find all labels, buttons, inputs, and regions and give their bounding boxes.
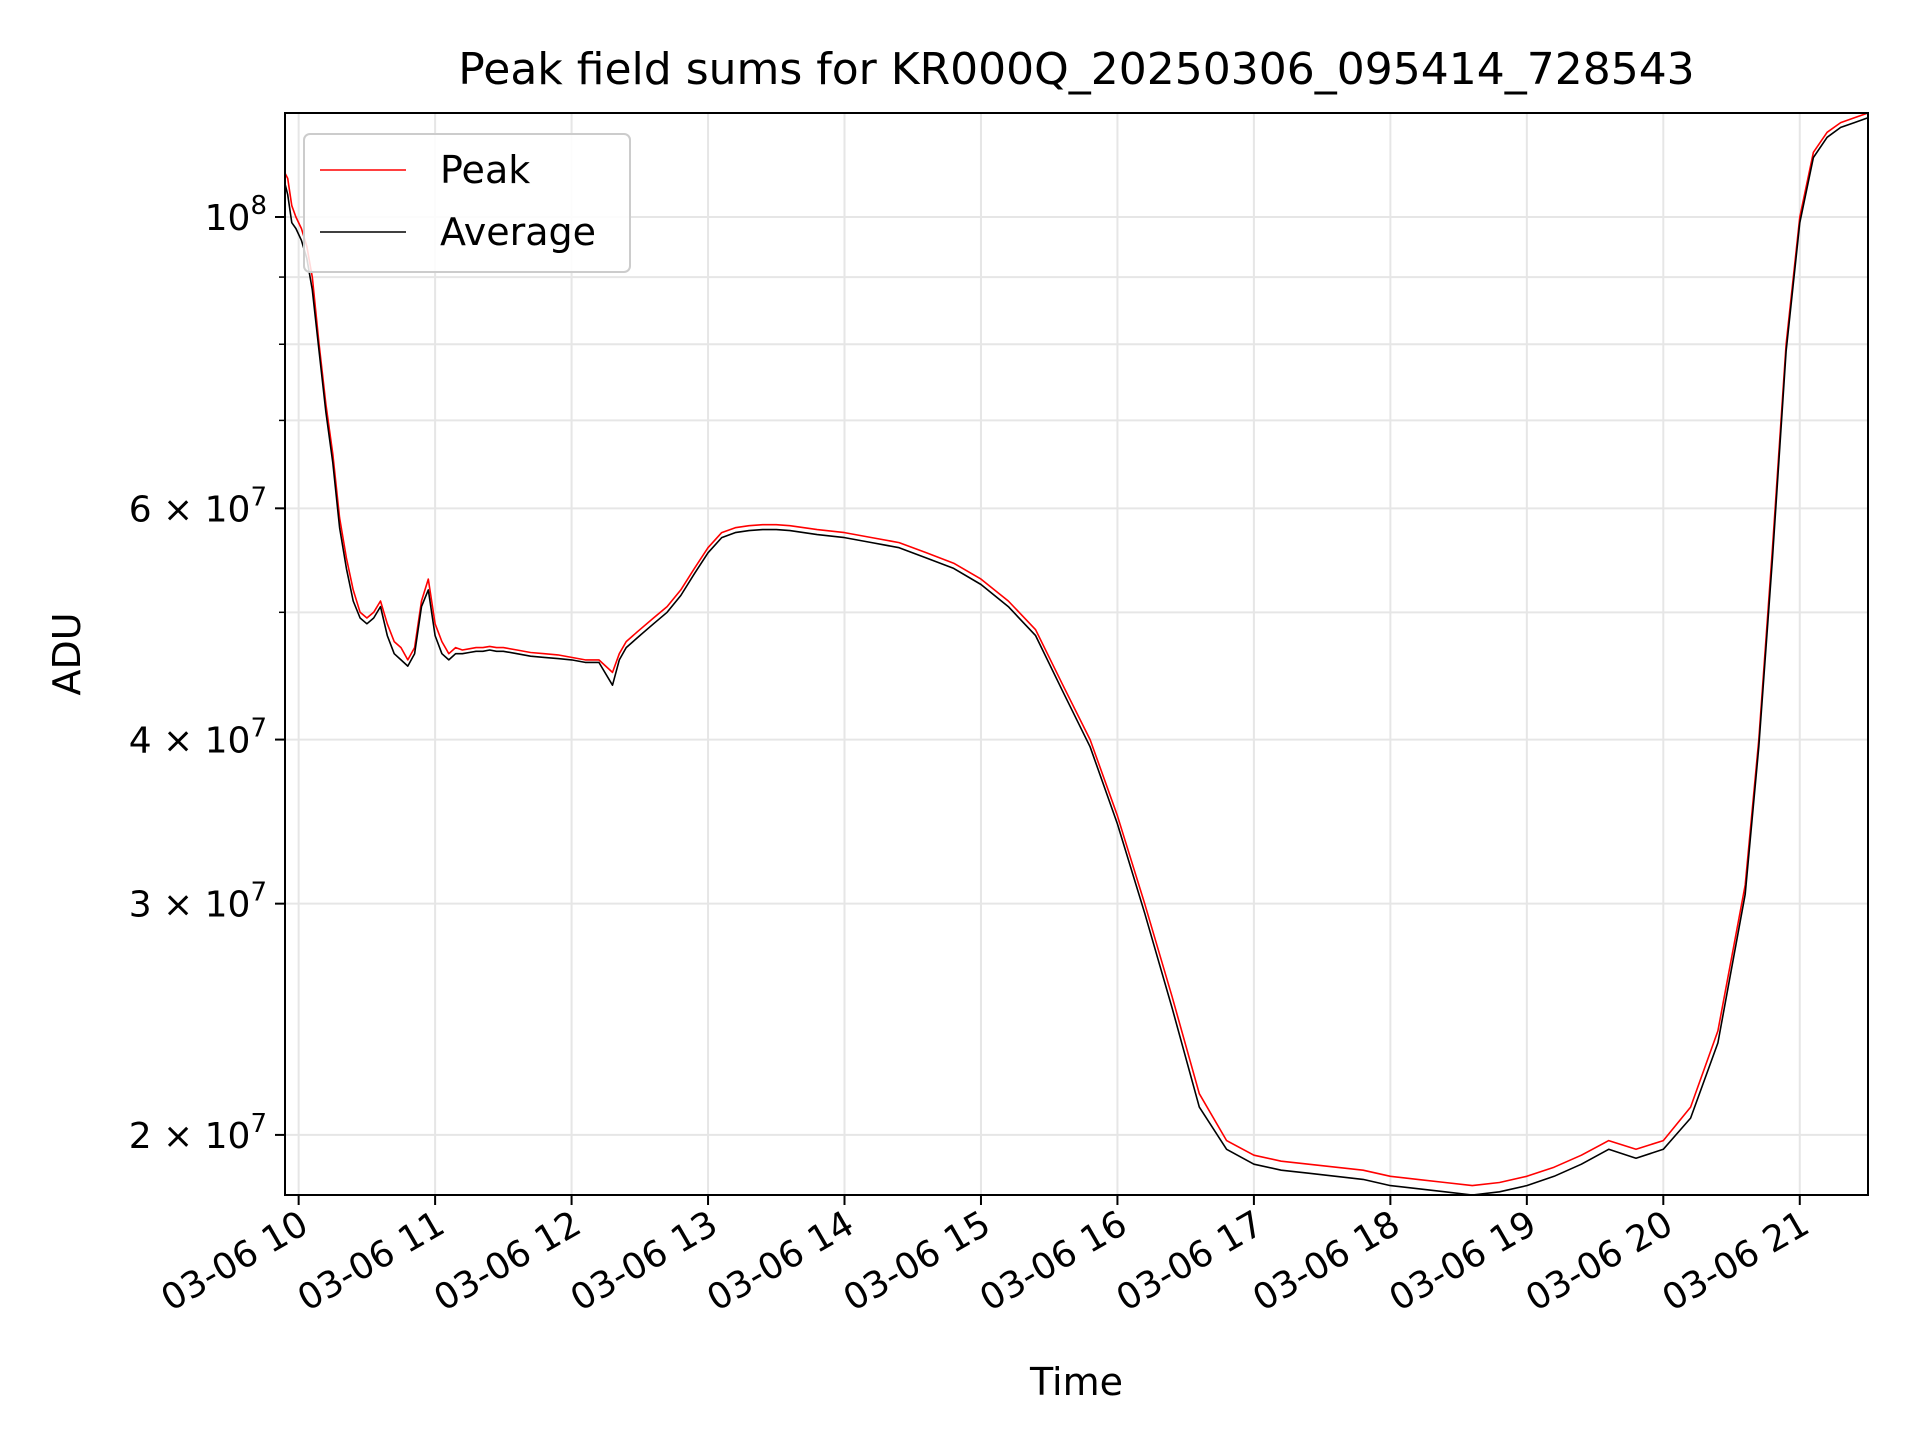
y-tick-label: 3 × 107: [129, 878, 267, 926]
legend: Peak Average: [303, 133, 631, 273]
y-tick-label: 6 × 107: [129, 482, 267, 530]
y-tick-label: 4 × 107: [129, 714, 267, 762]
series-group: [284, 112, 1869, 1196]
series-line-peak: [284, 112, 1869, 1187]
y-tick-exponent: 7: [250, 714, 267, 744]
grid: [285, 113, 1868, 1195]
y-tick-exponent: 7: [250, 1109, 267, 1139]
y-tick-base: 3 × 10: [129, 885, 251, 926]
y-tick-exponent: 7: [250, 482, 267, 512]
legend-label-peak: Peak: [440, 148, 530, 192]
y-axis-label: ADU: [45, 612, 89, 695]
y-tick-label: 2 × 107: [129, 1109, 267, 1157]
chart-title: Peak field sums for KR000Q_20250306_0954…: [458, 44, 1694, 95]
plot-frame: [284, 112, 1869, 1196]
y-tick-base: 6 × 10: [129, 489, 251, 530]
x-axis-label: Time: [1029, 1360, 1123, 1404]
y-tick-label: 108: [205, 191, 267, 239]
legend-label-average: Average: [440, 210, 596, 254]
y-tick-exponent: 8: [250, 191, 267, 221]
y-tick-base: 10: [205, 198, 251, 239]
y-tick-base: 2 × 10: [129, 1116, 251, 1157]
y-tick-exponent: 7: [250, 878, 267, 908]
legend-box: [303, 133, 631, 273]
series-line-average: [284, 117, 1869, 1196]
y-tick-base: 4 × 10: [129, 721, 251, 762]
